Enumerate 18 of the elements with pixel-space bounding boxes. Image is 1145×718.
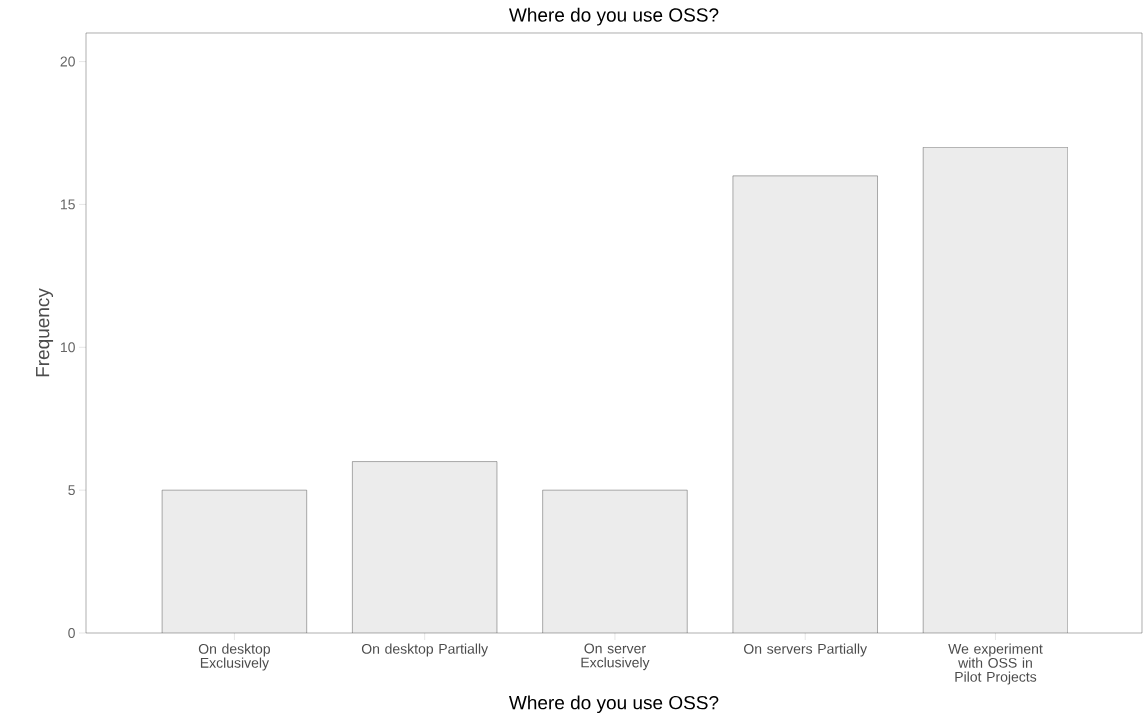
bar xyxy=(161,489,307,633)
chart-title: Where do you use OSS? xyxy=(508,7,719,26)
x-axis-title: Where do you use OSS? xyxy=(508,695,719,714)
bar xyxy=(352,461,498,633)
bar xyxy=(732,175,878,633)
bar xyxy=(922,147,1068,633)
y-tick-label: 15 xyxy=(60,199,75,210)
y-tick-label: 5 xyxy=(68,485,75,496)
x-tick-label: On desktop Exclusively xyxy=(198,643,271,671)
y-axis-title: Frequency xyxy=(36,288,54,377)
bar xyxy=(542,490,688,633)
x-tick-label: We experiment with OSS in Pilot Projects xyxy=(948,643,1043,685)
x-tick-label: On desktop Partially xyxy=(361,643,489,657)
y-tick-label: 0 xyxy=(68,628,75,638)
x-tick-label: On server Exclusively xyxy=(581,643,650,671)
y-tick-label: 20 xyxy=(60,56,75,67)
y-tick-label: 10 xyxy=(60,342,75,353)
x-tick-label: On servers Partially xyxy=(744,643,868,657)
